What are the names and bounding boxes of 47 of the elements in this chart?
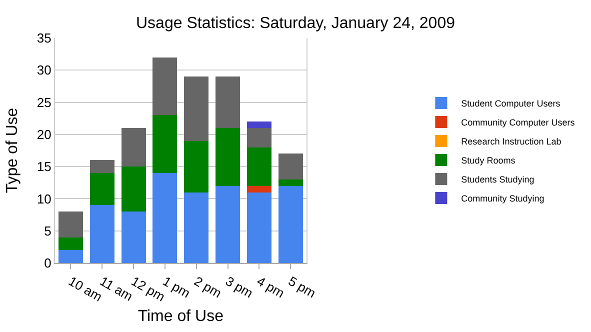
y-tick-label: 15 <box>36 159 52 174</box>
bar <box>152 173 178 263</box>
bar <box>246 122 272 128</box>
chart-title: Usage Statistics: Saturday, January 24, 2009 <box>136 14 456 32</box>
bar <box>216 128 240 186</box>
bar <box>246 147 272 186</box>
y-tick-label: 5 <box>44 223 52 238</box>
y-tick-label: 35 <box>36 30 52 46</box>
y-tick-label: 0 <box>44 256 52 271</box>
legend-label: Student Computer Users <box>461 98 561 109</box>
bar <box>278 186 303 263</box>
legend-label: Research Instruction Lab <box>461 136 562 147</box>
y-axis-title: Type of Use <box>4 108 21 194</box>
y-tick-label: 20 <box>36 126 52 142</box>
y-tick-label: 10 <box>36 191 52 206</box>
bar <box>216 76 240 128</box>
bar <box>121 212 146 263</box>
bar <box>278 154 303 180</box>
bar <box>184 76 209 141</box>
bar <box>246 128 272 148</box>
legend-label: Community Computer Users <box>461 118 576 128</box>
bar <box>58 212 83 238</box>
x-tick-label: 2 pm <box>192 273 224 301</box>
bar <box>246 186 272 192</box>
x-tick-label: 4 pm <box>254 273 287 301</box>
bar <box>152 57 178 116</box>
bar <box>184 140 209 192</box>
bar <box>58 237 83 250</box>
y-tick-label: 25 <box>36 94 52 110</box>
bar <box>184 192 209 263</box>
x-axis-title: Time of Use <box>138 308 224 326</box>
x-tick-label: 3 pm <box>223 273 256 301</box>
bar <box>121 166 146 212</box>
bar <box>278 179 303 186</box>
bar <box>246 192 272 263</box>
legend-label: Community Studying <box>461 194 544 204</box>
bar <box>121 128 146 167</box>
y-tick-label: 30 <box>36 62 52 78</box>
bar <box>90 160 114 173</box>
x-tick-label: 5 pm <box>286 273 318 301</box>
bar <box>152 115 178 173</box>
bar <box>216 186 240 263</box>
bar <box>90 173 114 206</box>
bar <box>58 250 83 263</box>
bar <box>90 205 114 263</box>
legend-label: Students Studying <box>461 174 534 185</box>
legend-label: Study Rooms <box>461 156 516 166</box>
